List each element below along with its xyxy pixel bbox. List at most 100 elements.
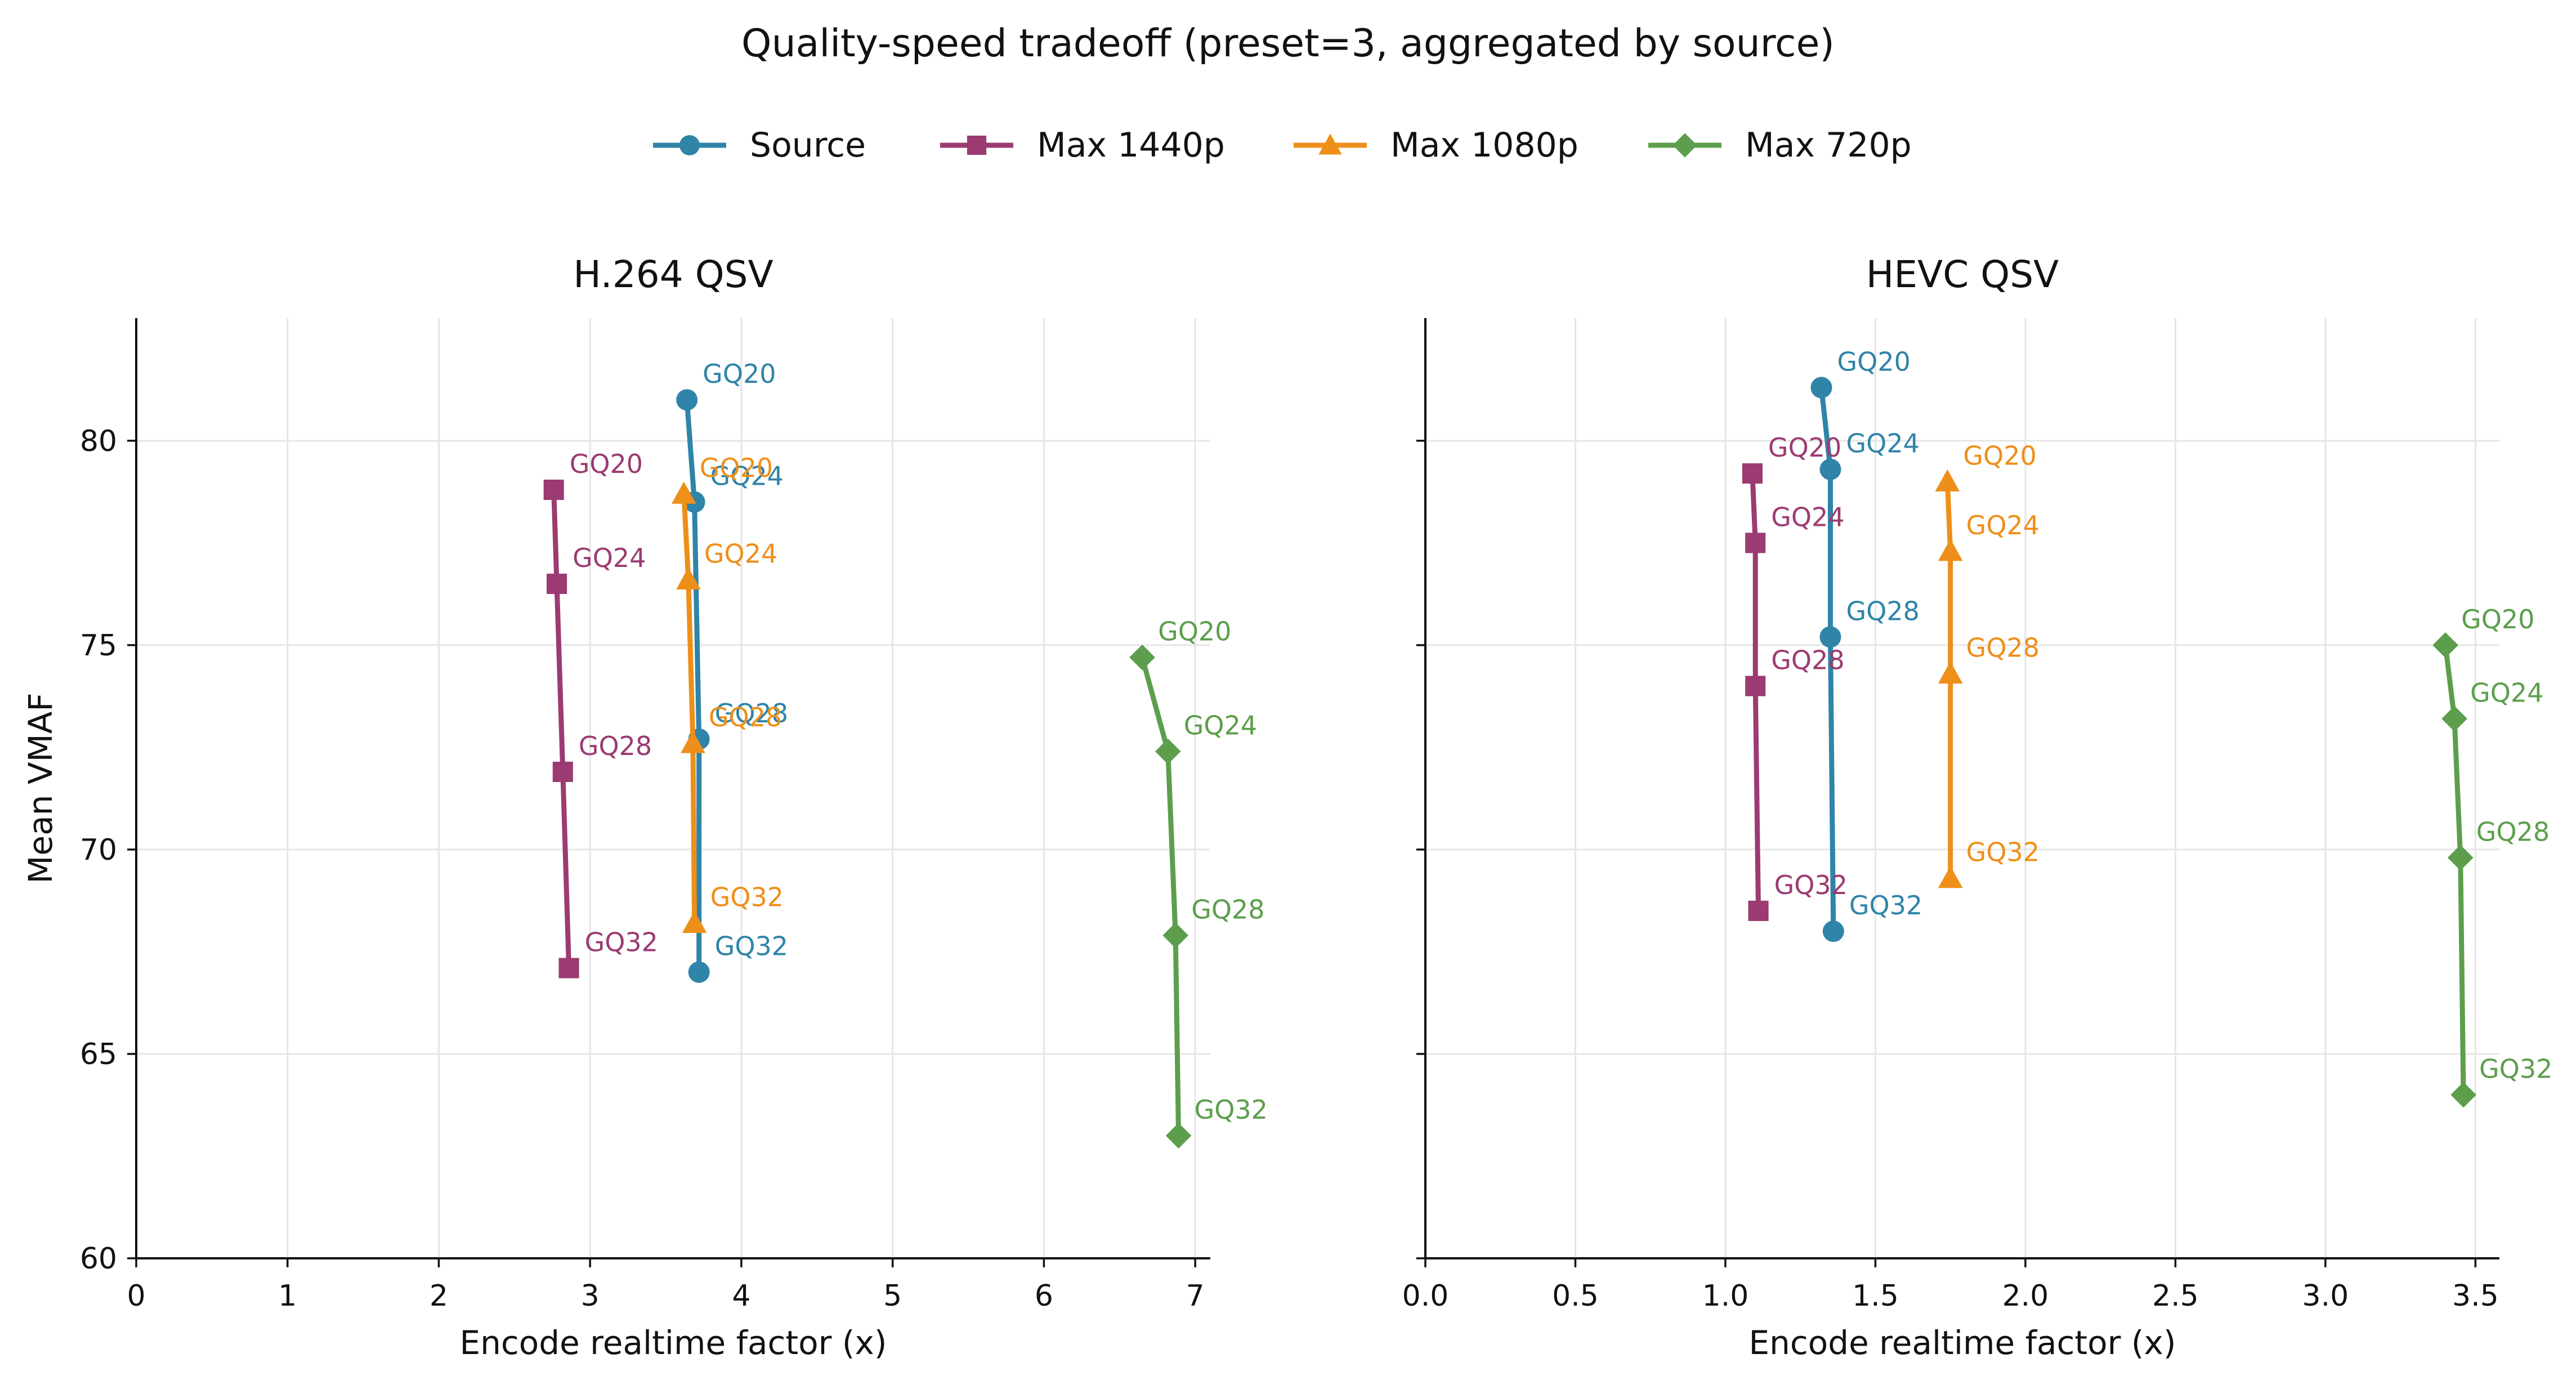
data-label: GQ28: [1771, 645, 1844, 675]
grid: [1424, 318, 2499, 1258]
data-point: [676, 567, 701, 590]
series-max-720p: GQ20 GQ24 GQ28 GQ32: [1129, 616, 1268, 1149]
data-label: GQ28: [709, 702, 782, 732]
x-axis-label: Encode realtime factor (x): [459, 1324, 887, 1362]
panel-title: H.264 QSV: [573, 253, 773, 296]
data-label: GQ32: [1849, 890, 1922, 921]
x-tick-label: 7: [1186, 1279, 1205, 1313]
data-point: [2441, 705, 2467, 732]
series-line-max-720p: [1139, 656, 1182, 1136]
data-label: GQ24: [573, 543, 646, 573]
data-label: GQ32: [1966, 837, 2040, 868]
legend-marker-max-1440p: [967, 135, 987, 155]
data-label: GQ28: [1846, 596, 1919, 626]
x-tick-label: 4: [732, 1279, 750, 1313]
data-point: [1748, 900, 1769, 921]
data-label: GQ28: [2476, 816, 2550, 847]
legend-marker-max-1080p: [1318, 133, 1342, 155]
data-point: [547, 573, 567, 595]
x-tick-label: 3.5: [2452, 1279, 2499, 1313]
data-point: [682, 910, 707, 933]
series-line-max-1080p: [681, 493, 697, 923]
series-max-1440p: GQ20 GQ24 GQ28 GQ32: [543, 449, 658, 979]
legend-label-max-1080p: Max 1080p: [1390, 126, 1578, 165]
data-point: [1938, 661, 1963, 684]
data-point: [552, 761, 573, 783]
data-label: GQ32: [710, 882, 784, 913]
data-point: [688, 961, 710, 983]
data-point: [543, 479, 564, 501]
data-point: [676, 389, 698, 411]
series-source: GQ20 GQ24 GQ28 GQ32: [1810, 346, 1922, 942]
data-point: [1822, 921, 1844, 942]
data-label: GQ24: [1184, 711, 1257, 741]
data-label: GQ24: [1771, 502, 1844, 532]
x-tick-label: 6: [1035, 1279, 1053, 1313]
data-point: [2450, 1082, 2476, 1108]
x-tick-label: 1: [278, 1279, 297, 1313]
x-tick-label: 2: [430, 1279, 448, 1313]
series-max-1440p: GQ20 GQ24 GQ28 GQ32: [1742, 432, 1848, 921]
data-label: GQ32: [715, 931, 788, 962]
panel-h264-qsv: H.264 QSV 0 1 2 3 4 5 6 7 60 65 70 75 80 Encode realti…: [21, 253, 1268, 1362]
series-line-max-720p: [2443, 645, 2466, 1095]
x-tick-label: 2.5: [2152, 1279, 2199, 1313]
data-label: GQ32: [1774, 870, 1848, 900]
data-point: [1819, 626, 1841, 648]
data-label: GQ20: [703, 359, 776, 389]
series-line-max-1440p: [1750, 473, 1761, 911]
data-point: [1819, 458, 1841, 480]
data-label: GQ20: [1158, 616, 1231, 647]
data-label: GQ24: [2470, 678, 2543, 708]
series-line-source: [684, 399, 702, 972]
data-point: [1742, 463, 1763, 484]
data-label: GQ20: [700, 453, 773, 483]
data-label: GQ32: [1195, 1094, 1268, 1125]
x-tick-label: 0.0: [1402, 1279, 1449, 1313]
data-label: GQ20: [1768, 432, 1841, 463]
data-label: GQ28: [1191, 894, 1264, 924]
legend: Source Max 1440p Max 1080p Max 720p: [653, 126, 1912, 165]
data-label: GQ24: [1966, 510, 2040, 540]
x-tick-label: 1.0: [1702, 1279, 1749, 1313]
series-line-source: [1819, 387, 1836, 932]
legend-marker-max-720p: [1672, 133, 1697, 158]
data-point: [2432, 632, 2458, 658]
data-label: GQ24: [1846, 428, 1919, 459]
x-tick-label: 2.0: [2002, 1279, 2049, 1313]
x-tick-label: 0.5: [1552, 1279, 1599, 1313]
data-point: [1165, 1123, 1192, 1149]
data-point: [1162, 922, 1188, 949]
data-point: [1938, 539, 1963, 561]
data-point: [1155, 738, 1181, 765]
series-max-720p: GQ20 GQ24 GQ28 GQ32: [2432, 604, 2552, 1108]
figure-title: Quality-speed tradeoff (preset=3, aggreg…: [741, 21, 1835, 66]
data-label: GQ28: [715, 698, 788, 729]
data-label: GQ28: [579, 731, 652, 761]
legend-label-max-1440p: Max 1440p: [1037, 126, 1225, 165]
data-label: GQ32: [585, 927, 658, 957]
x-tick-label: 1.5: [1852, 1279, 1899, 1313]
data-point: [558, 958, 579, 979]
y-tick-label: 70: [80, 833, 117, 867]
panel-title: HEVC QSV: [1866, 253, 2059, 296]
data-label: GQ28: [1966, 633, 2040, 663]
data-point: [681, 731, 705, 753]
data-label: GQ20: [2461, 604, 2534, 635]
data-point: [1129, 644, 1155, 671]
y-axis-label: Mean VMAF: [21, 692, 60, 883]
data-point: [1745, 533, 1766, 553]
x-tick-label: 3: [581, 1279, 600, 1313]
data-point: [1935, 469, 1960, 492]
x-axis-label: Encode realtime factor (x): [1748, 1324, 2176, 1362]
data-label: GQ24: [710, 461, 784, 492]
data-point: [1938, 865, 1963, 888]
series-line-max-1440p: [551, 489, 572, 968]
legend-marker-source: [679, 135, 700, 155]
data-point: [1745, 676, 1766, 696]
y-tick-label: 65: [80, 1038, 117, 1071]
y-tick-label: 60: [80, 1242, 117, 1276]
data-label: GQ24: [704, 539, 777, 569]
